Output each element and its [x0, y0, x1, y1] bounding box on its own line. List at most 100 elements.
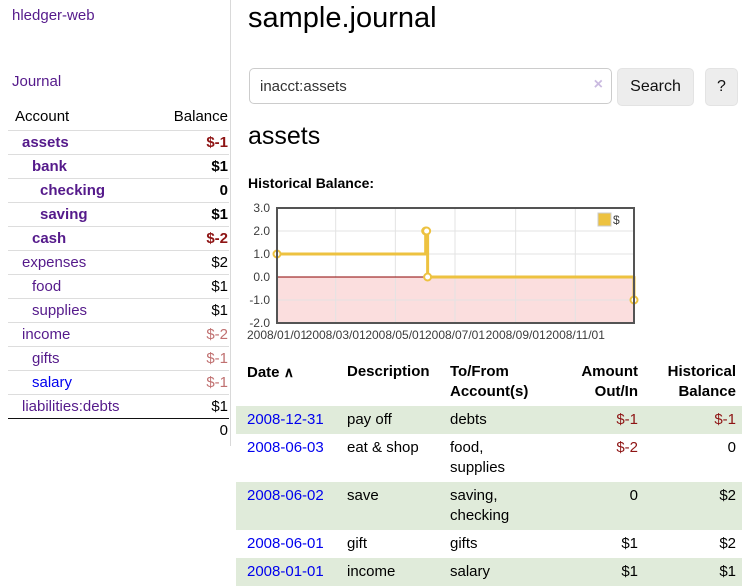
transaction-amount: $1	[621, 535, 638, 552]
account-balance: 0	[149, 178, 229, 203]
transaction-description: pay off	[347, 411, 392, 428]
x-axis-tick-label: 2008/09/01	[486, 328, 546, 342]
transaction-date-link[interactable]: 2008-06-01	[247, 535, 324, 552]
account-row: salary $-1	[8, 370, 229, 395]
account-row: liabilities:debts $1	[8, 394, 229, 419]
transaction-balance: $2	[719, 487, 736, 504]
account-link[interactable]: liabilities:debts	[22, 398, 120, 415]
account-row: assets $-1	[8, 130, 229, 155]
transaction-description: eat & shop	[347, 439, 419, 456]
transaction-date-link[interactable]: 2008-12-31	[247, 411, 324, 428]
account-link[interactable]: assets	[22, 134, 69, 151]
transaction-accounts: debts	[450, 411, 487, 428]
sort-ascending-icon: ∧	[283, 364, 294, 380]
chart-title: Historical Balance:	[248, 175, 375, 191]
account-link[interactable]: supplies	[32, 302, 88, 319]
legend-label: $	[613, 213, 620, 227]
page-title: sample.journal	[248, 2, 437, 34]
transaction-date-link[interactable]: 2008-01-01	[247, 563, 324, 580]
account-row: expenses $2	[8, 250, 229, 275]
search-input[interactable]	[249, 68, 612, 104]
transaction-amount: $-2	[616, 439, 638, 456]
account-row: saving $1	[8, 202, 229, 227]
balance-chart: 3.0 2.0 1.0 0.0 -1.0 -2.02008/01/012008/03/01…	[247, 201, 639, 342]
accounts-total-row: 0	[8, 418, 229, 443]
account-link[interactable]: salary	[32, 374, 73, 391]
account-balance: $1	[149, 202, 229, 227]
register-header-description: Description	[347, 363, 430, 380]
account-link[interactable]: food	[32, 278, 62, 295]
account-row: cash $-2	[8, 226, 229, 251]
legend-swatch	[597, 212, 612, 227]
search-button[interactable]: Search	[617, 68, 694, 106]
x-axis-tick-label: 2008/07/01	[425, 328, 485, 342]
transaction-amount: 0	[629, 487, 638, 504]
transaction-date-link[interactable]: 2008-06-02	[247, 487, 324, 504]
accounts-table: Account Balance assets $-1 bank $1 checking 0…	[8, 104, 229, 443]
account-row: food $1	[8, 274, 229, 299]
register-header-date[interactable]: Date ∧	[236, 360, 336, 406]
transaction-amount: $-1	[616, 411, 638, 428]
accounts-header-balance: Balance	[173, 108, 228, 125]
account-balance: $1	[149, 154, 229, 179]
account-row: bank $1	[8, 154, 229, 179]
help-button[interactable]: ?	[705, 68, 738, 106]
account-row: supplies $1	[8, 298, 229, 323]
y-axis-tick-label: 2.0	[253, 224, 270, 238]
register-tbody: 2008-12-31 pay off debts $-1 $-1 2008-06-03 ea…	[236, 406, 742, 586]
transaction-date-link[interactable]: 2008-06-03	[247, 439, 324, 456]
transaction-accounts: salary	[450, 563, 491, 580]
chart-border	[276, 207, 635, 324]
account-balance: $-1	[149, 370, 229, 395]
account-link[interactable]: gifts	[32, 350, 60, 367]
account-balance: $1	[149, 298, 229, 323]
account-link[interactable]: income	[22, 326, 71, 343]
transaction-description: save	[347, 487, 379, 504]
transaction-row: 2008-12-31 pay off debts $-1 $-1	[236, 406, 742, 434]
y-axis-tick-label: 3.0	[253, 201, 270, 215]
transaction-description: income	[347, 563, 396, 580]
transaction-balance: $2	[719, 535, 736, 552]
transaction-accounts: saving, checking	[450, 487, 510, 524]
sidebar: hledger-web Journal Account Balance asse…	[0, 0, 231, 446]
x-axis-tick-label: 2008/11/01	[546, 328, 605, 342]
sidebar-item-journal[interactable]: Journal	[12, 73, 62, 90]
account-link[interactable]: expenses	[22, 254, 87, 271]
accounts-header-account: Account	[15, 108, 70, 125]
transaction-balance: $1	[719, 563, 736, 580]
register-header-tofrom: To/From Account(s)	[450, 363, 529, 400]
account-link[interactable]: checking	[40, 182, 106, 199]
transaction-row: 2008-06-02 save saving, checking 0 $2	[236, 482, 742, 530]
accounts-header-row: Account Balance	[8, 104, 229, 131]
accounts-total-label	[8, 418, 150, 443]
clear-search-icon[interactable]: ×	[593, 76, 603, 93]
search-box: ×	[249, 68, 612, 105]
account-link[interactable]: bank	[32, 158, 68, 175]
account-link[interactable]: cash	[32, 230, 67, 247]
account-balance: $-1	[149, 346, 229, 371]
account-balance: $2	[149, 250, 229, 275]
register-header-amount: Amount Out/In	[581, 363, 638, 400]
accounts-tbody: assets $-1 bank $1 checking 0 saving $1 cash $-2 e…	[8, 130, 229, 419]
y-axis-tick-label: -1.0	[249, 293, 270, 307]
transaction-row: 2008-06-03 eat & shop food, supplies $-2 0	[236, 434, 742, 482]
register-table: Date ∧ Description To/From Account(s) Am…	[236, 360, 742, 586]
account-link[interactable]: saving	[40, 206, 88, 223]
y-axis-tick-label: 1.0	[253, 247, 270, 261]
x-axis-tick-label: 2008/05/01	[365, 328, 425, 342]
data-point-marker	[423, 272, 433, 282]
transaction-accounts: gifts	[450, 535, 478, 552]
transaction-row: 2008-01-01 income salary $1 $1	[236, 558, 742, 586]
transaction-amount: $1	[621, 563, 638, 580]
account-balance: $1	[149, 274, 229, 299]
data-point-marker	[422, 226, 432, 236]
transaction-row: 2008-06-01 gift gifts $1 $2	[236, 530, 742, 558]
y-axis-tick-label: -2.0	[249, 316, 270, 330]
app-title-link[interactable]: hledger-web	[12, 7, 95, 24]
transaction-description: gift	[347, 535, 368, 552]
account-row: income $-2	[8, 322, 229, 347]
register-header-row: Date ∧ Description To/From Account(s) Am…	[236, 360, 742, 406]
account-balance: $-1	[149, 130, 229, 155]
account-balance: $1	[149, 394, 229, 419]
x-axis-tick-label: 2008/01/01	[247, 328, 307, 342]
